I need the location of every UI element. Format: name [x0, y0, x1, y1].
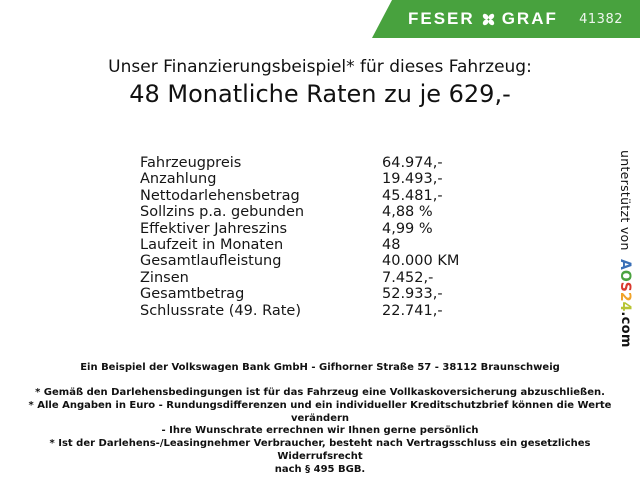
monthly-rate-title: 48 Monatliche Raten zu je 629,- [129, 80, 511, 108]
disclaimer-line: * Ist der Darlehens-/Leasingnehmer Verbr… [49, 438, 591, 462]
row-value: 22.741,- [382, 302, 443, 319]
table-row: Gesamtlaufleistung 40.000 KM [140, 253, 459, 269]
row-value: 7.452,- [382, 269, 434, 286]
row-label: Anzahlung [140, 171, 217, 188]
aos-letter-o: O [617, 269, 633, 282]
row-value: 19.493,- [382, 171, 443, 188]
vehicle-number: 41382 [579, 11, 623, 27]
table-row: Schlussrate (49. Rate) 22.741,- [140, 303, 459, 319]
table-row: Sollzins p.a. gebunden 4,88 % [140, 204, 459, 220]
table-row: Nettodarlehensbetrag 45.481,- [140, 188, 459, 204]
row-value: 4,88 % [382, 204, 433, 221]
table-row: Anzahlung 19.493,- [140, 171, 459, 187]
row-label: Gesamtbetrag [140, 286, 245, 303]
financing-table: Fahrzeugpreis 64.974,- Anzahlung 19.493,… [140, 155, 459, 319]
row-value: 52.933,- [382, 286, 443, 303]
bank-address-line: Ein Beispiel der Volkswagen Bank GmbH - … [80, 362, 560, 373]
row-label: Zinsen [140, 269, 189, 286]
row-value: 45.481,- [382, 187, 443, 204]
table-row: Zinsen 7.452,- [140, 270, 459, 286]
row-label: Gesamtlaufleistung [140, 253, 282, 270]
logo-text-feser: FESER [408, 9, 475, 28]
headline-block: Unser Finanzierungsbeispiel* für dieses … [0, 57, 640, 108]
aos-letter-a: A [617, 259, 633, 270]
disclaimer-block: * Gemäß den Darlehensbedingungen ist für… [20, 387, 620, 477]
disclaimer-line: * Gemäß den Darlehensbedingungen ist für… [35, 387, 605, 398]
disclaimer-line: nach § 495 BGB. [274, 463, 366, 475]
disclaimer-line: - Ihre Wunschrate errechnen wir Ihnen ge… [161, 425, 479, 437]
disclaimer-line: * Alle Angaben in Euro - Rundungsdiffere… [28, 399, 612, 424]
supported-by-text: unterstützt von [618, 150, 633, 255]
four-leaf-clover-icon [480, 11, 497, 28]
row-label: Nettodarlehensbetrag [140, 187, 300, 204]
domain-suffix: .com [618, 311, 633, 348]
table-row: Laufzeit in Monaten 48 [140, 237, 459, 253]
aos-letter-2: 2 [617, 291, 633, 302]
table-row: Fahrzeugpreis 64.974,- [140, 155, 459, 171]
aos-letter-s: S [617, 281, 633, 292]
row-value: 4,99 % [382, 220, 433, 237]
supported-by-note: unterstützt von AOS24.com [617, 150, 633, 348]
row-value: 48 [382, 237, 401, 254]
table-row: Effektiver Jahreszins 4,99 % [140, 221, 459, 237]
row-label: Effektiver Jahreszins [140, 220, 288, 237]
row-label: Fahrzeugpreis [140, 155, 242, 171]
row-label: Schlussrate (49. Rate) [140, 302, 301, 319]
financing-example-title: Unser Finanzierungsbeispiel* für dieses … [108, 57, 532, 77]
row-value: 40.000 KM [382, 253, 460, 270]
aos24-logo: AOS24 [617, 259, 633, 311]
table-row: Gesamtbetrag 52.933,- [140, 286, 459, 302]
row-label: Laufzeit in Monaten [140, 237, 284, 254]
row-value: 64.974,- [382, 155, 443, 171]
logo-text-graf: GRAF [501, 9, 558, 28]
row-label: Sollzins p.a. gebunden [140, 204, 305, 221]
dealer-banner: FESER GRAF 41382 [372, 0, 640, 38]
dealer-logo: FESER GRAF [408, 9, 558, 29]
aos-letter-4: 4 [617, 301, 633, 312]
